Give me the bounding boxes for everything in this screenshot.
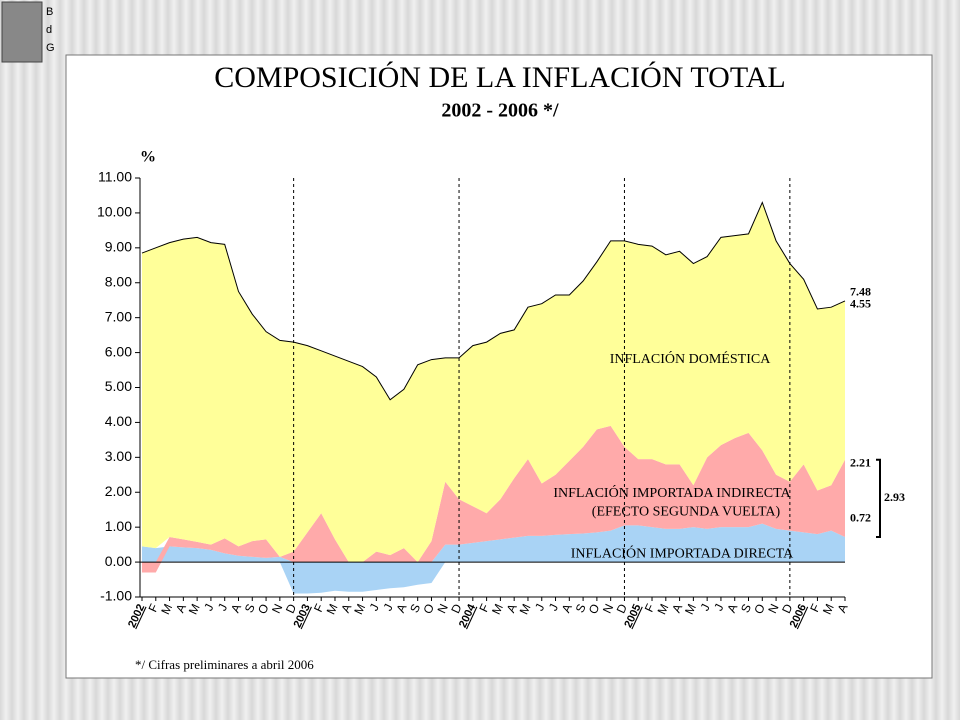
series-sub-label: (EFECTO SEGUNDA VUELTA) xyxy=(592,505,781,520)
y-axis-label: % xyxy=(140,149,156,166)
logo-letter: B xyxy=(46,6,53,18)
y-tick-label: 7.00 xyxy=(105,308,132,324)
series-label: INFLACIÓN IMPORTADA INDIRECTA xyxy=(553,484,791,501)
y-tick-label: 0.00 xyxy=(105,553,132,569)
y-tick-label: 3.00 xyxy=(105,448,132,464)
x-tick-label: J xyxy=(380,602,395,613)
x-tick-label: J xyxy=(698,602,713,613)
area xyxy=(142,425,845,573)
footnote: */ Cifras preliminares a abril 2006 xyxy=(135,657,314,672)
y-tick-label: 5.00 xyxy=(105,378,132,394)
bracket xyxy=(876,458,881,538)
end-value-label: 0.72 xyxy=(850,511,871,525)
area xyxy=(142,202,845,563)
series-label: INFLACIÓN DOMÉSTICA xyxy=(610,350,772,367)
x-tick-label: J xyxy=(201,602,216,613)
total-line xyxy=(141,201,846,401)
x-tick-label: J xyxy=(711,602,726,613)
y-tick-label: 2.00 xyxy=(105,483,132,499)
x-tick-label: J xyxy=(367,602,382,613)
logo-letter: G xyxy=(46,42,55,54)
area xyxy=(142,523,845,594)
end-value-label: 4.55 xyxy=(850,297,871,311)
y-tick-label: 11.00 xyxy=(98,169,132,185)
total-label: 7.48 xyxy=(850,285,871,299)
y-tick-label: 4.00 xyxy=(105,413,132,429)
y-tick-label: 9.00 xyxy=(105,239,132,255)
y-tick-label: 6.00 xyxy=(105,343,132,359)
chart-subtitle: 2002 - 2006 */ xyxy=(441,100,559,122)
logo-building xyxy=(1,1,43,63)
x-tick-label: J xyxy=(546,602,561,613)
y-tick-label: 10.00 xyxy=(97,204,132,220)
series-label: INFLACIÓN IMPORTADA DIRECTA xyxy=(571,545,794,562)
y-tick-label: 8.00 xyxy=(105,273,132,289)
x-tick-label: J xyxy=(532,602,547,613)
imported-total-label: 2.93 xyxy=(884,490,905,504)
logo-letter: d xyxy=(46,24,52,36)
chart-title: COMPOSICIÓN DE LA INFLACIÓN TOTAL xyxy=(214,61,786,94)
y-tick-label: -1.00 xyxy=(100,588,132,604)
x-tick-label: J xyxy=(215,602,230,613)
end-value-label: 2.21 xyxy=(850,456,871,470)
y-tick-label: 1.00 xyxy=(105,518,132,534)
